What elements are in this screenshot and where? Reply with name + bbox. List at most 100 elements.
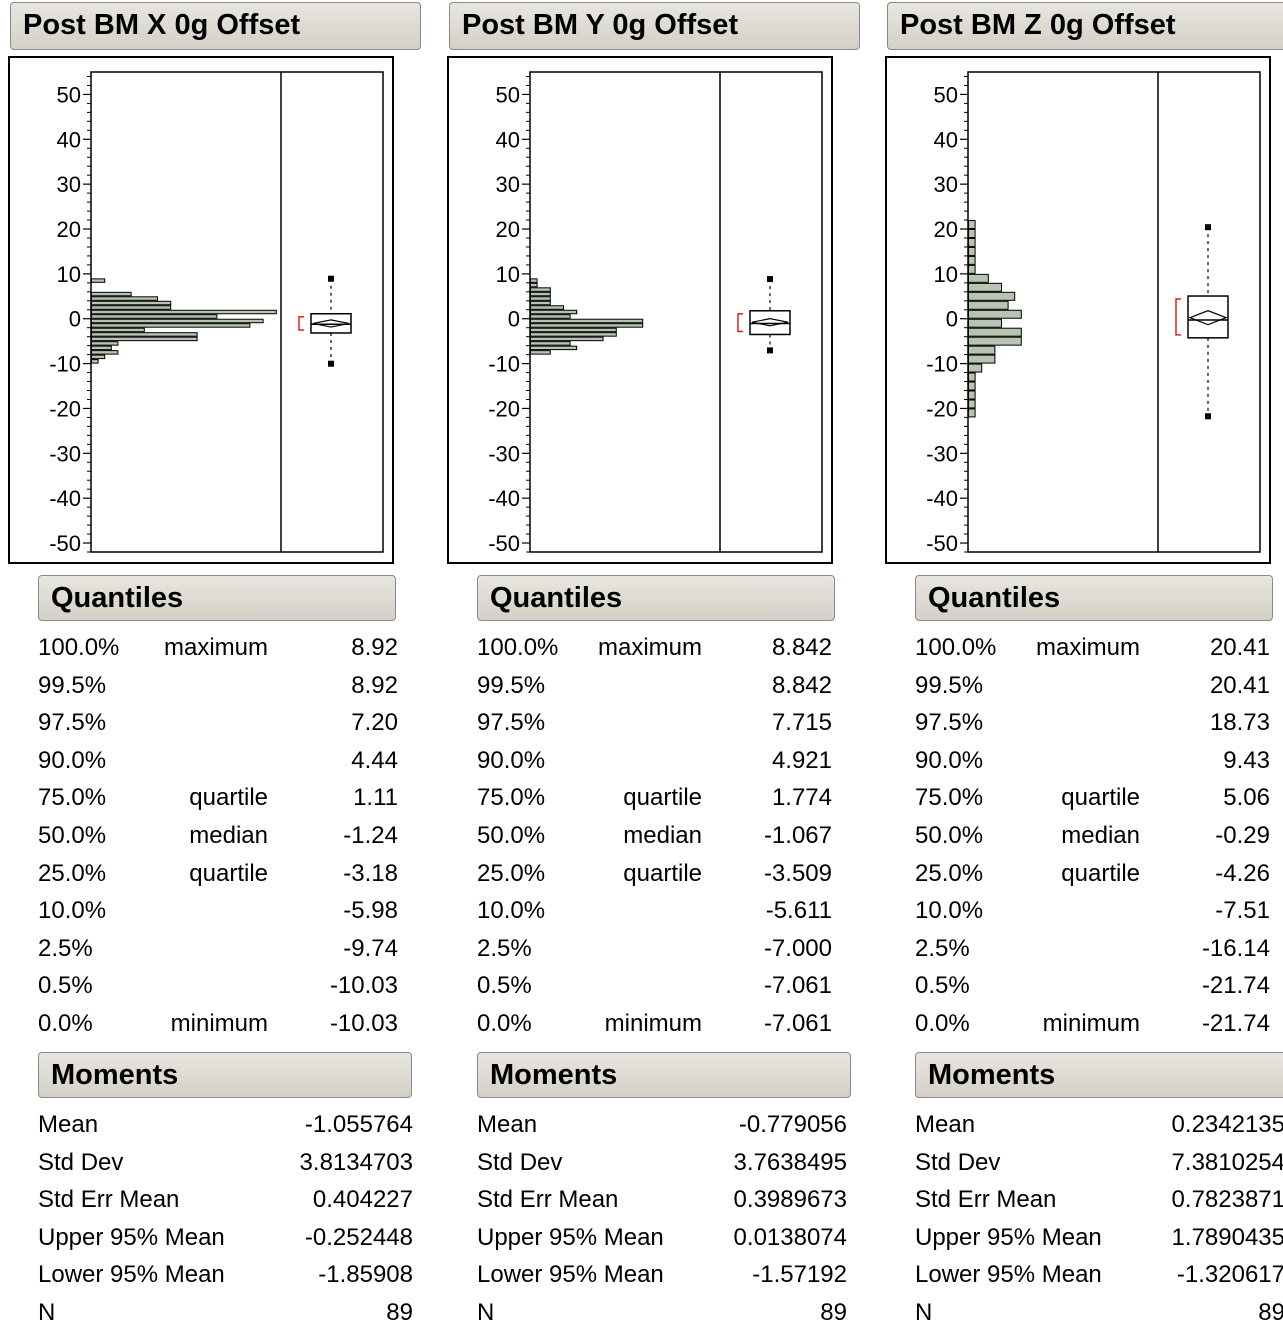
histogram-bar xyxy=(968,327,1022,337)
quantile-row: 90.0% 4.44 xyxy=(38,747,398,777)
histogram-bar xyxy=(968,237,976,247)
histogram-bar xyxy=(968,255,976,265)
moment-value: 3.7638495 xyxy=(733,1148,847,1176)
moment-name: Mean xyxy=(38,1111,99,1138)
panel-title[interactable]: Post BM Y 0g Offset xyxy=(449,2,860,50)
histogram-bar xyxy=(968,291,1016,301)
moment-value: 7.3810254 xyxy=(1171,1148,1283,1176)
quantile-pct: 25.0% xyxy=(915,859,984,887)
shortest-half-bracket xyxy=(737,313,743,333)
quantile-row: 97.5% 18.73 xyxy=(915,709,1270,739)
histogram-bar xyxy=(91,336,198,342)
quantile-value: -10.03 xyxy=(329,1010,398,1037)
quantile-pct: 99.5% xyxy=(915,671,984,699)
quantile-row: 75.0% quartile 1.774 xyxy=(477,784,832,814)
quantile-pct: 97.5% xyxy=(38,709,107,737)
quartile-box xyxy=(1187,295,1229,339)
moment-row: Lower 95% Mean -1.85908 xyxy=(38,1261,413,1291)
quantile-row: 2.5% -7.000 xyxy=(477,935,832,965)
quantile-pct: 99.5% xyxy=(38,671,107,699)
panel-title[interactable]: Post BM X 0g Offset xyxy=(10,2,421,50)
quantile-label: median xyxy=(623,822,702,849)
quantile-value: -21.74 xyxy=(1201,972,1270,1000)
quartile-box xyxy=(310,312,352,334)
quantile-row: 10.0% -5.98 xyxy=(38,897,398,927)
histogram-bar xyxy=(530,341,571,346)
quantile-row: 2.5% -9.74 xyxy=(38,935,398,965)
quantile-value: 8.842 xyxy=(771,634,832,661)
max-point xyxy=(1205,224,1211,231)
quantile-value: 5.06 xyxy=(1223,784,1270,812)
quantile-pct: 50.0% xyxy=(38,822,107,849)
y-tick-label: -40 xyxy=(926,486,958,511)
quantile-pct: 50.0% xyxy=(477,822,546,849)
quantile-value: -9.74 xyxy=(343,934,398,962)
y-tick-label: -50 xyxy=(926,531,958,556)
quantile-label: quartile xyxy=(189,784,268,812)
quantile-label: minimum xyxy=(170,1010,268,1037)
quantile-pct: 90.0% xyxy=(38,746,107,774)
histogram-bar xyxy=(530,332,617,337)
histogram-bar xyxy=(530,314,571,319)
moment-row: Mean 0.2342135 xyxy=(915,1111,1283,1141)
y-tick-label: -30 xyxy=(926,441,958,466)
quantile-row: 90.0% 4.921 xyxy=(477,747,832,777)
quantile-value: -10.03 xyxy=(329,972,398,1000)
moments-header[interactable]: Moments xyxy=(38,1052,412,1098)
histogram-bar xyxy=(530,318,644,324)
quantile-value: 4.44 xyxy=(351,746,398,774)
quantiles-header[interactable]: Quantiles xyxy=(38,575,396,621)
quantile-label: maximum xyxy=(163,634,268,661)
quantile-pct: 100.0% xyxy=(477,634,559,661)
histogram-bar xyxy=(968,381,976,391)
y-tick-label: 20 xyxy=(496,217,520,242)
quantile-row: 0.0% minimum -10.03 xyxy=(38,1010,398,1040)
panel-title[interactable]: Post BM Z 0g Offset xyxy=(887,2,1283,50)
histogram-bar xyxy=(968,273,989,283)
moment-name: Mean xyxy=(915,1111,976,1138)
histogram-bar xyxy=(968,309,1022,319)
histogram-bar xyxy=(91,332,198,337)
quantile-pct: 10.0% xyxy=(915,897,984,925)
y-tick-label: -20 xyxy=(926,396,958,421)
moment-name: Lower 95% Mean xyxy=(915,1261,1102,1289)
y-tick-label: -40 xyxy=(49,486,81,511)
quantile-pct: 97.5% xyxy=(477,709,546,737)
quantile-value: 20.41 xyxy=(1209,634,1270,661)
quantiles-header[interactable]: Quantiles xyxy=(915,575,1273,621)
moment-name: Std Err Mean xyxy=(915,1186,1057,1214)
histogram-bar xyxy=(91,323,251,328)
moment-value: 0.2342135 xyxy=(1171,1111,1283,1138)
moment-row: Upper 95% Mean 0.0138074 xyxy=(477,1224,847,1254)
quantile-row: 75.0% quartile 1.11 xyxy=(38,784,398,814)
quantiles-header[interactable]: Quantiles xyxy=(477,575,835,621)
histogram-bar xyxy=(968,354,996,364)
quantile-pct: 0.0% xyxy=(38,1010,93,1037)
histogram-bar xyxy=(91,291,132,297)
quantile-row: 0.5% -10.03 xyxy=(38,972,398,1002)
quantile-row: 0.5% -7.061 xyxy=(477,972,832,1002)
histogram-bar xyxy=(91,350,119,355)
histogram-bar xyxy=(968,264,976,274)
quantile-pct: 25.0% xyxy=(477,859,546,887)
y-tick-label: -10 xyxy=(926,352,958,377)
quantile-label: minimum xyxy=(604,1010,702,1037)
moment-name: N xyxy=(477,1299,495,1326)
moment-name: Std Dev xyxy=(477,1148,563,1176)
quantile-label: quartile xyxy=(1061,784,1140,812)
histogram-bar xyxy=(91,354,106,360)
histogram-bar xyxy=(530,300,551,306)
moment-value: -0.252448 xyxy=(304,1223,413,1251)
moments-header[interactable]: Moments xyxy=(477,1052,851,1098)
histogram-bar xyxy=(91,305,172,310)
moment-name: Std Dev xyxy=(38,1148,124,1176)
panel-post-bm-y: Post BM Y 0g Offset 50 40 30 20 10 0 -10 -20 -30… xyxy=(447,0,862,1331)
histogram-bar xyxy=(968,282,1002,292)
y-tick-label: -30 xyxy=(49,441,81,466)
histogram-bar xyxy=(91,278,106,283)
moment-row: Mean -0.779056 xyxy=(477,1111,847,1141)
moments-header[interactable]: Moments xyxy=(915,1052,1283,1098)
histogram-bar xyxy=(968,372,976,382)
quantile-pct: 2.5% xyxy=(477,934,532,962)
quantile-value: -1.24 xyxy=(343,822,398,849)
